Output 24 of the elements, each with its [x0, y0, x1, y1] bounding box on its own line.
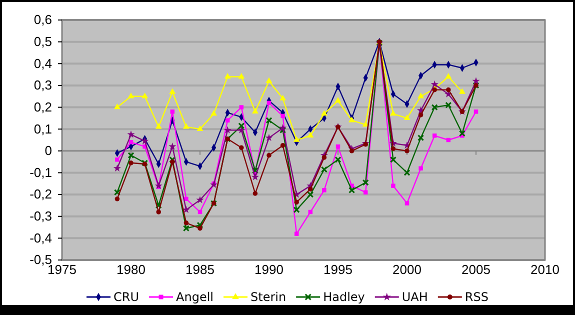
- legend-label: CRU: [114, 290, 140, 304]
- y-tick-label: 0,6: [34, 12, 52, 28]
- x-tick-label: 2010: [530, 262, 560, 278]
- y-tick-label: 0,2: [34, 99, 52, 114]
- legend-label: Hadley: [323, 290, 365, 304]
- x-tick-label: 2005: [462, 262, 490, 278]
- y-tick-label: -0,3: [30, 208, 52, 224]
- y-tick-label: 0,4: [34, 56, 52, 71]
- legend-label: Angell: [176, 290, 214, 304]
- y-tick-label: 0,5: [34, 34, 52, 49]
- x-tick-label: 1980: [116, 262, 146, 278]
- x-tick-label: 1990: [254, 262, 284, 278]
- y-tick-label: 0,1: [34, 121, 52, 136]
- y-tick-label: -0,4: [30, 230, 52, 246]
- y-tick-label: 0: [44, 143, 52, 158]
- x-tick-label: 2000: [392, 262, 422, 278]
- y-tick-label: 0,3: [34, 78, 52, 93]
- x-tick-label: 1995: [324, 262, 352, 278]
- legend-label: RSS: [464, 290, 488, 304]
- legend-label: UAH: [402, 290, 428, 304]
- x-tick-label: 1985: [186, 262, 214, 278]
- y-tick-label: -0,1: [30, 164, 52, 180]
- y-tick-label: -0,2: [30, 186, 52, 202]
- legend-label: Sterin: [250, 290, 286, 304]
